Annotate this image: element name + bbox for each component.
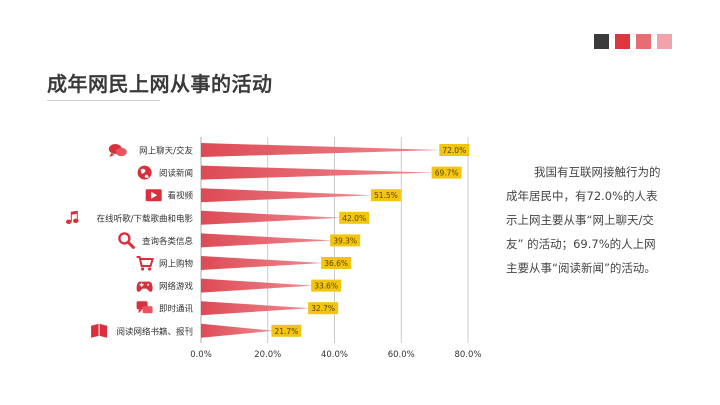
data-label-box: [321, 257, 352, 269]
category-label: 网上聊天/交友: [139, 146, 193, 157]
bar: [201, 143, 442, 157]
bar: [201, 256, 324, 270]
category-label: 查询各类信息: [142, 236, 194, 247]
data-label-box: [370, 189, 401, 202]
x-tick-label: 60.0%: [388, 350, 415, 360]
bar: [201, 210, 342, 225]
data-label-box: [330, 234, 361, 247]
x-tick-label: 40.0%: [321, 350, 348, 360]
category-label: 阅读网络书籍、报刊: [116, 326, 193, 337]
data-label: 39.3%: [333, 236, 357, 245]
data-label-box: [271, 324, 302, 337]
page-title: 成年网民上网从事的活动: [47, 72, 273, 96]
bar: [201, 278, 314, 293]
summary-paragraph: 我国有互联网接触行为的成年居民中，有72.0%的人表示上网主要从事“网上聊天/交…: [506, 160, 666, 280]
category-label: 在线听歌/下载歌曲和电影: [97, 213, 194, 224]
x-tick-label: 0.0%: [190, 350, 212, 360]
category-label: 网络游戏: [159, 281, 194, 292]
data-label-box: [339, 211, 370, 224]
chat-bubbles-icon: [108, 144, 127, 157]
x-tick-label: 20.0%: [254, 350, 281, 360]
category-label: 网上购物: [159, 259, 194, 270]
bar: [201, 188, 373, 203]
data-label: 72.0%: [442, 146, 466, 155]
video-play-icon: [145, 189, 162, 202]
book-icon: [91, 323, 108, 338]
category-label: 看视频: [167, 191, 193, 202]
data-label-box: [311, 279, 342, 292]
message-bubbles-icon: [136, 301, 153, 314]
data-label: 32.7%: [311, 304, 335, 313]
x-tick-label: 80.0%: [454, 350, 481, 360]
bar: [201, 301, 311, 316]
globe-icon: [137, 165, 152, 180]
category-label: 即时通讯: [159, 304, 194, 315]
data-label: 21.7%: [275, 327, 299, 336]
magnifier-icon: [118, 232, 135, 249]
bar: [201, 233, 333, 248]
shopping-cart-icon: [136, 256, 154, 271]
data-label: 36.6%: [324, 259, 348, 268]
data-label-box: [439, 144, 470, 156]
deco-square-1: [594, 34, 609, 49]
deco-square-2: [615, 34, 630, 49]
gamepad-icon: [136, 281, 153, 292]
data-label: 33.6%: [314, 282, 338, 291]
summary-text: 我国有互联网接触行为的成年居民中，有72.0%的人表示上网主要从事“网上聊天/交…: [506, 165, 661, 275]
bar: [201, 323, 274, 338]
category-label: 阅读新闻: [159, 168, 193, 179]
title-underline: [47, 100, 160, 101]
data-label-box: [431, 166, 462, 179]
data-label: 69.7%: [435, 169, 459, 178]
music-note-icon: [66, 210, 79, 224]
deco-square-3: [636, 34, 651, 49]
data-label: 51.5%: [374, 191, 398, 200]
data-label-box: [308, 302, 339, 315]
deco-square-4: [657, 34, 672, 49]
data-label: 42.0%: [342, 214, 366, 223]
bar: [201, 165, 434, 180]
